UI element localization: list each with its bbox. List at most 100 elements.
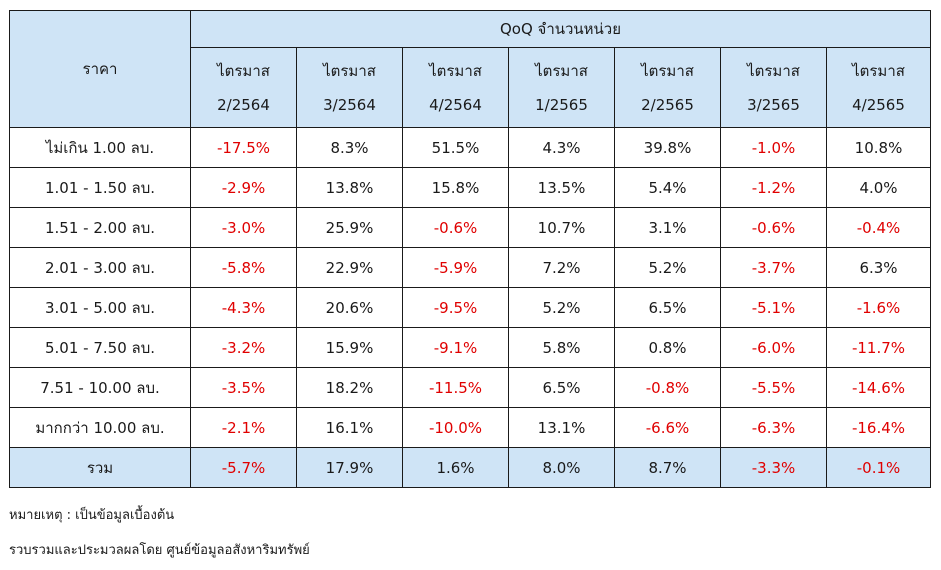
qoq-value-cell: 13.8%	[296, 167, 403, 208]
qoq-value-cell: -3.3%	[720, 447, 827, 488]
table-row: 1.01 - 1.50 ลบ. -2.9% 13.8% 15.8% 13.5% 5.4% -…	[9, 167, 931, 208]
price-range-label: ไม่เกิน 1.00 ลบ.	[9, 127, 191, 168]
qoq-value-cell: 6.5%	[614, 287, 721, 328]
qoq-value-cell: 10.7%	[508, 207, 615, 248]
table-body: ไม่เกิน 1.00 ลบ. -17.5% 8.3% 51.5% 4.3% 39.8%…	[9, 127, 931, 488]
qoq-value-cell: -5.5%	[720, 367, 827, 408]
qoq-value-cell: -16.4%	[826, 407, 931, 448]
price-range-label: 3.01 - 5.00 ลบ.	[9, 287, 191, 328]
table-row: 5.01 - 7.50 ลบ. -3.2% 15.9% -9.1% 5.8% 0.8% -6…	[9, 327, 931, 368]
qoq-value-cell: 17.9%	[296, 447, 403, 488]
qoq-value-cell: -3.7%	[720, 247, 827, 288]
qoq-value-cell: 15.9%	[296, 327, 403, 368]
table-row: 7.51 - 10.00 ลบ. -3.5% 18.2% -11.5% 6.5% -0.8…	[9, 367, 931, 408]
qoq-value-cell: 25.9%	[296, 207, 403, 248]
qoq-value-cell: 5.8%	[508, 327, 615, 368]
quarter-header: ไตรมาส 4/2564	[402, 47, 509, 128]
qoq-value-cell: -1.2%	[720, 167, 827, 208]
total-row: รวม -5.7% 17.9% 1.6% 8.0% 8.7% -3.3% -0.1%	[9, 447, 931, 488]
quarter-label: ไตรมาส	[217, 61, 270, 80]
qoq-value-cell: -2.1%	[190, 407, 297, 448]
qoq-value-cell: 7.2%	[508, 247, 615, 288]
quarter-label: ไตรมาส	[535, 61, 588, 80]
quarter-period: 3/2564	[323, 95, 376, 114]
group-header: QoQ จำนวนหน่วย	[190, 10, 931, 48]
qoq-value-cell: 0.8%	[614, 327, 721, 368]
qoq-value-cell: 16.1%	[296, 407, 403, 448]
quarter-period: 4/2564	[429, 95, 482, 114]
quarter-header: ไตรมาส 3/2565	[720, 47, 827, 128]
table-row: มากกว่า 10.00 ลบ. -2.1% 16.1% -10.0% 13.1% -6…	[9, 407, 931, 448]
table-row: ไม่เกิน 1.00 ลบ. -17.5% 8.3% 51.5% 4.3% 39.8%…	[9, 127, 931, 168]
table-row: 3.01 - 5.00 ลบ. -4.3% 20.6% -9.5% 5.2% 6.5% -5…	[9, 287, 931, 328]
qoq-value-cell: 4.0%	[826, 167, 931, 208]
qoq-value-cell: 4.3%	[508, 127, 615, 168]
qoq-value-cell: 39.8%	[614, 127, 721, 168]
qoq-value-cell: -4.3%	[190, 287, 297, 328]
qoq-value-cell: -11.5%	[402, 367, 509, 408]
quarter-period: 3/2565	[747, 95, 800, 114]
qoq-value-cell: -6.0%	[720, 327, 827, 368]
table-row: 2.01 - 3.00 ลบ. -5.8% 22.9% -5.9% 7.2% 5.2% -3…	[9, 247, 931, 288]
qoq-value-cell: -17.5%	[190, 127, 297, 168]
price-range-label: มากกว่า 10.00 ลบ.	[9, 407, 191, 448]
qoq-units-table: ราคา QoQ จำนวนหน่วย ไตรมาส 2/2564 ไตรมาส 3/…	[9, 10, 931, 488]
footnote: หมายเหตุ : เป็นข้อมูลเบื้องต้น	[9, 508, 175, 523]
qoq-value-cell: -3.5%	[190, 367, 297, 408]
quarter-period: 2/2565	[641, 95, 694, 114]
qoq-value-cell: 5.4%	[614, 167, 721, 208]
quarter-label: ไตรมาส	[429, 61, 482, 80]
quarter-period: 4/2565	[852, 95, 905, 114]
quarter-header-row: ไตรมาส 2/2564 ไตรมาส 3/2564 ไตรมาส 4/2564 ไตรม…	[10, 47, 931, 128]
qoq-value-cell: 6.5%	[508, 367, 615, 408]
qoq-value-cell: 5.2%	[508, 287, 615, 328]
total-label: รวม	[9, 447, 191, 488]
qoq-value-cell: 6.3%	[826, 247, 931, 288]
quarter-label: ไตรมาส	[747, 61, 800, 80]
qoq-value-cell: -0.6%	[720, 207, 827, 248]
source-note: รวบรวมและประมวลผลโดย ศูนย์ข้อมูลอสังหาริ…	[9, 543, 310, 558]
price-range-label: 1.51 - 2.00 ลบ.	[9, 207, 191, 248]
qoq-value-cell: 18.2%	[296, 367, 403, 408]
quarter-header: ไตรมาส 3/2564	[296, 47, 403, 128]
price-range-label: 5.01 - 7.50 ลบ.	[9, 327, 191, 368]
qoq-value-cell: 5.2%	[614, 247, 721, 288]
qoq-value-cell: 1.6%	[402, 447, 509, 488]
qoq-value-cell: -6.3%	[720, 407, 827, 448]
quarter-label: ไตรมาส	[323, 61, 376, 80]
quarter-label: ไตรมาส	[641, 61, 694, 80]
qoq-value-cell: 8.0%	[508, 447, 615, 488]
qoq-value-cell: 13.1%	[508, 407, 615, 448]
qoq-value-cell: 8.3%	[296, 127, 403, 168]
qoq-value-cell: -3.0%	[190, 207, 297, 248]
qoq-value-cell: 20.6%	[296, 287, 403, 328]
qoq-value-cell: -5.9%	[402, 247, 509, 288]
qoq-value-cell: -14.6%	[826, 367, 931, 408]
qoq-value-cell: -9.1%	[402, 327, 509, 368]
qoq-value-cell: 15.8%	[402, 167, 509, 208]
quarter-header: ไตรมาส 1/2565	[508, 47, 615, 128]
quarter-header: ไตรมาส 2/2565	[614, 47, 721, 128]
qoq-value-cell: -11.7%	[826, 327, 931, 368]
quarter-label: ไตรมาส	[852, 61, 905, 80]
table-row: 1.51 - 2.00 ลบ. -3.0% 25.9% -0.6% 10.7% 3.1% -…	[9, 207, 931, 248]
qoq-value-cell: -6.6%	[614, 407, 721, 448]
price-range-label: 2.01 - 3.00 ลบ.	[9, 247, 191, 288]
quarter-header: ไตรมาส 4/2565	[826, 47, 931, 128]
qoq-value-cell: -0.1%	[826, 447, 931, 488]
quarter-period: 1/2565	[535, 95, 588, 114]
qoq-value-cell: -1.6%	[826, 287, 931, 328]
qoq-value-cell: -0.4%	[826, 207, 931, 248]
qoq-value-cell: 51.5%	[402, 127, 509, 168]
qoq-value-cell: -5.1%	[720, 287, 827, 328]
qoq-value-cell: -2.9%	[190, 167, 297, 208]
qoq-value-cell: -0.8%	[614, 367, 721, 408]
quarter-header: ไตรมาส 2/2564	[190, 47, 297, 128]
qoq-value-cell: -5.8%	[190, 247, 297, 288]
qoq-value-cell: -5.7%	[190, 447, 297, 488]
qoq-value-cell: -10.0%	[402, 407, 509, 448]
qoq-value-cell: -0.6%	[402, 207, 509, 248]
qoq-value-cell: -1.0%	[720, 127, 827, 168]
quarter-period: 2/2564	[217, 95, 270, 114]
qoq-value-cell: 10.8%	[826, 127, 931, 168]
